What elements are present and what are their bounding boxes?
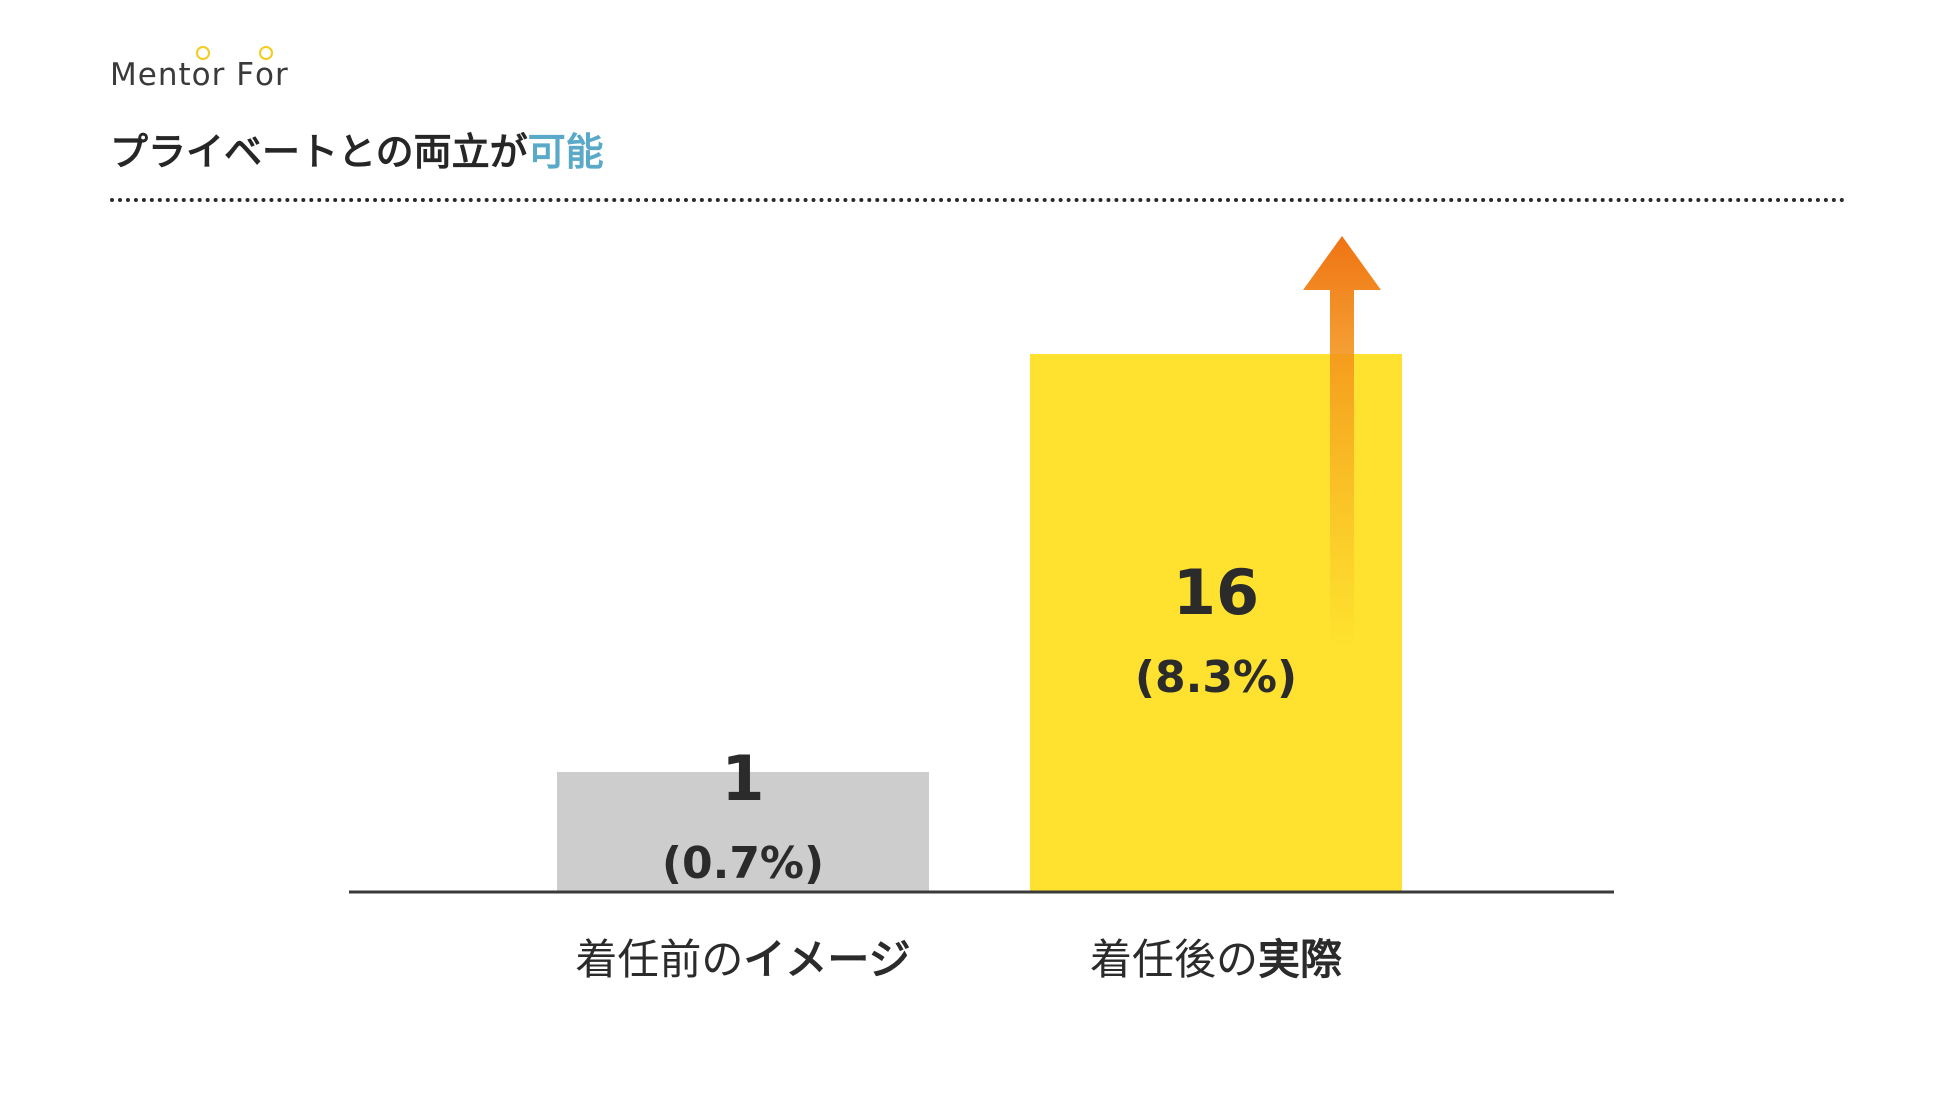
brand-text-1: Ment [110, 57, 192, 93]
page-title-accent: 可能 [527, 130, 604, 174]
page-title: プライベートとの両立が可能 [110, 130, 604, 174]
category-label-before-normal: 着任前の [575, 935, 744, 984]
increase-arrow-icon [1303, 236, 1381, 650]
data-label-after: 16 [1173, 556, 1259, 629]
page-title-main: プライベートとの両立が [110, 130, 528, 174]
brand-accent-2: o [255, 46, 275, 93]
category-label-before: 着任前のイメージ [575, 935, 910, 985]
brand-accent-1: o [191, 46, 212, 93]
brand-text-2: r F [211, 57, 256, 93]
brand-text-3: r [275, 57, 289, 93]
category-label-after-bold: 実際 [1258, 935, 1343, 984]
percent-label-after: (8.3%) [1135, 652, 1297, 703]
category-label-after: 着任後の実際 [1090, 935, 1342, 985]
title-divider [110, 198, 1846, 202]
bar-before [557, 772, 929, 892]
category-label-before-bold: イメージ [743, 935, 911, 984]
data-label-before: 1 [721, 742, 764, 815]
percent-label-before: (0.7%) [662, 838, 824, 889]
brand-logo: Mentor For [110, 46, 289, 93]
category-label-after-normal: 着任後の [1089, 935, 1258, 984]
